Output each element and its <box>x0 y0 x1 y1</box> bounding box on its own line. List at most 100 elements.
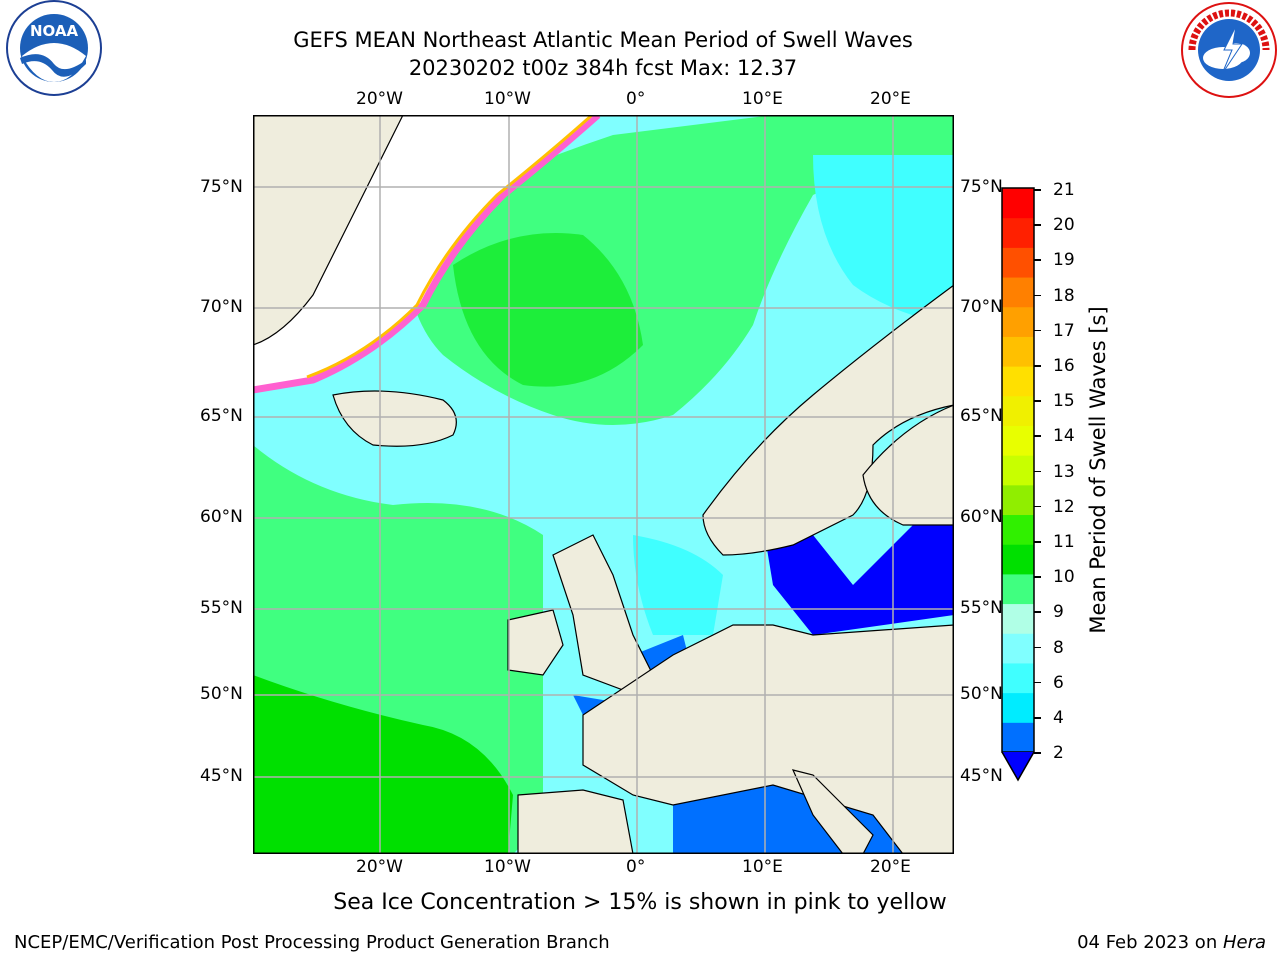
colorbar-tick-label: 8 <box>1053 637 1064 658</box>
footer-organization: NCEP/EMC/Verification Post Processing Pr… <box>14 932 610 953</box>
colorbar-segment <box>1002 217 1034 248</box>
colorbar-segment <box>1002 484 1034 516</box>
colorbar-tick-label: 9 <box>1053 602 1064 623</box>
iberia <box>517 789 634 854</box>
colorbar-tick-label: 14 <box>1053 426 1075 447</box>
greenland <box>253 115 404 346</box>
colorbar-tick-mark <box>1034 646 1041 649</box>
lon-label-top-0: 0° <box>626 89 646 109</box>
colorbar-tick-mark <box>1034 752 1041 754</box>
colorbar-segment <box>1002 336 1034 367</box>
colorbar-tick-mark <box>1034 435 1041 437</box>
colorbar-segment <box>1002 277 1034 308</box>
lon-label-bottom-20e: 20°E <box>870 857 911 877</box>
colorbar-tick-label: 19 <box>1053 250 1075 271</box>
colorbar-tick-label: 6 <box>1053 672 1064 693</box>
colorbar-segment <box>1002 188 1034 219</box>
swell-region-sw-dark <box>253 675 513 854</box>
continental-europe <box>582 624 954 854</box>
noaa-logo: NOAA <box>2 0 106 100</box>
colorbar-tick-label: 20 <box>1053 215 1075 236</box>
map-frame <box>253 115 954 854</box>
colorbar-tick-mark <box>1034 329 1041 332</box>
colorbar-extend-arrow <box>1001 751 1035 782</box>
colorbar-tick-label: 10 <box>1053 567 1075 588</box>
colorbar-segment <box>1002 633 1034 664</box>
colorbar-tick-label: 18 <box>1053 285 1075 306</box>
colorbar-tick-mark <box>1034 611 1041 613</box>
iceland <box>332 390 457 447</box>
lon-label-top-20w: 20°W <box>356 89 403 109</box>
colorbar-tick-mark <box>1034 400 1041 402</box>
colorbar-segment <box>1002 722 1034 753</box>
lat-label-right-55n: 55°N <box>960 598 1003 618</box>
chart-title: GEFS MEAN Northeast Atlantic Mean Period… <box>293 28 913 52</box>
north-sea-region <box>633 535 723 635</box>
colorbar-segment <box>1002 692 1034 723</box>
chart-subtitle: 20230202 t00z 384h fcst Max: 12.37 <box>408 56 798 80</box>
lat-label-left-55n: 55°N <box>200 598 243 618</box>
lon-label-bottom-20w: 20°W <box>356 857 403 877</box>
sea-ice-note: Sea Ice Concentration > 15% is shown in … <box>333 890 947 915</box>
lat-label-left-65n: 65°N <box>200 406 243 426</box>
ireland <box>507 609 564 676</box>
colorbar-segment <box>1002 603 1034 634</box>
lat-label-left-70n: 70°N <box>200 297 243 317</box>
colorbar <box>1001 187 1035 782</box>
colorbar-tick-mark <box>1034 365 1041 367</box>
colorbar-tick-label: 15 <box>1053 391 1075 412</box>
lon-label-top-10w: 10°W <box>484 89 531 109</box>
colorbar-tick-mark <box>1034 189 1041 191</box>
colorbar-segment <box>1002 425 1034 456</box>
colorbar-tick-label: 13 <box>1053 461 1075 482</box>
italy <box>791 769 874 854</box>
colorbar-tick-label: 4 <box>1053 708 1064 728</box>
svg-text:NOAA: NOAA <box>30 22 79 40</box>
colorbar-segment <box>1002 395 1034 426</box>
colorbar-tick-label: 12 <box>1053 496 1075 517</box>
lat-label-right-45n: 45°N <box>960 766 1003 786</box>
sea-ice-edge-inner <box>306 115 593 379</box>
sea-ice-edge <box>253 115 601 394</box>
footer-date: 04 Feb 2023 on Hera <box>1077 932 1266 953</box>
colorbar-segment <box>1002 366 1034 397</box>
swell-region-north-core <box>453 233 643 387</box>
colorbar-segment <box>1002 573 1034 605</box>
colorbar-tick-label: 2 <box>1053 743 1064 764</box>
colorbar-tick-mark <box>1034 224 1041 226</box>
colorbar-tick-mark <box>1034 681 1041 684</box>
lat-label-right-75n: 75°N <box>960 177 1003 197</box>
colorbar-tick-label: 17 <box>1053 320 1075 341</box>
lat-label-left-45n: 45°N <box>200 766 243 786</box>
colorbar-tick-mark <box>1034 717 1041 719</box>
lat-label-left-50n: 50°N <box>200 684 243 704</box>
colorbar-tick-mark <box>1034 470 1041 473</box>
colorbar-tick-mark <box>1034 294 1041 297</box>
lat-label-right-50n: 50°N <box>960 684 1003 704</box>
lat-label-left-75n: 75°N <box>200 177 243 197</box>
lon-label-top-10e: 10°E <box>742 89 783 109</box>
colorbar-segment <box>1002 247 1034 278</box>
colorbar-segment <box>1002 306 1034 337</box>
colorbar-tick-mark <box>1034 505 1041 508</box>
map-plot <box>253 115 954 854</box>
colorbar-tick-mark <box>1034 576 1041 578</box>
colorbar-segment <box>1002 514 1034 545</box>
colorbar-segment <box>1002 455 1034 486</box>
colorbar-segments <box>1002 188 1034 753</box>
lon-label-bottom-10e: 10°E <box>742 857 783 877</box>
graticule <box>253 115 954 854</box>
nws-logo <box>1178 0 1280 100</box>
lon-label-top-20e: 20°E <box>870 89 911 109</box>
footer-date-text: 04 Feb 2023 on <box>1077 932 1223 953</box>
footer-host: Hera <box>1222 932 1266 953</box>
colorbar-label: Mean Period of Swell Waves [s] <box>1086 306 1110 634</box>
colorbar-tick-label: 21 <box>1053 180 1075 200</box>
lon-label-bottom-10w: 10°W <box>484 857 531 877</box>
colorbar-tick-mark <box>1034 541 1041 543</box>
colorbar-tick-label: 11 <box>1053 532 1075 552</box>
swell-region-ne <box>813 155 954 325</box>
lon-label-bottom-0: 0° <box>626 857 646 877</box>
lat-label-right-65n: 65°N <box>960 406 1003 426</box>
colorbar-tick-mark <box>1034 259 1041 261</box>
